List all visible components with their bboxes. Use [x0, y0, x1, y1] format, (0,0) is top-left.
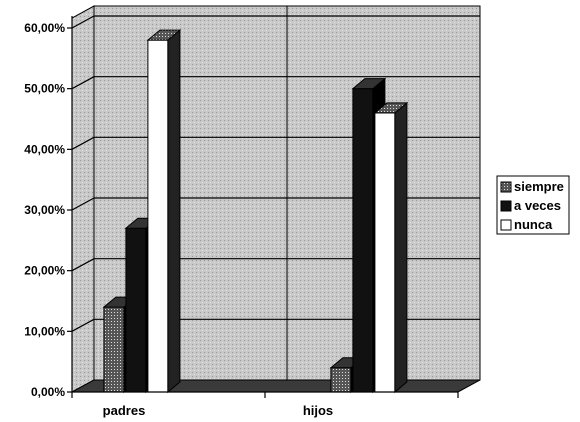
- x-tick-label: padres: [103, 403, 146, 418]
- bar-front: [104, 307, 124, 392]
- bar-side: [168, 30, 180, 392]
- y-tick-label: 0,00%: [31, 385, 65, 399]
- legend: siempre a veces nunca: [497, 176, 569, 234]
- y-tick-label: 50,00%: [24, 82, 65, 96]
- y-tick-label: 20,00%: [24, 264, 65, 278]
- legend-label-nunca: nunca: [514, 217, 553, 232]
- bar-nunca-padres: [148, 30, 180, 392]
- x-tick-label: hijos: [303, 403, 333, 418]
- y-tick-label: 60,00%: [24, 21, 65, 35]
- legend-label-siempre: siempre: [514, 179, 564, 194]
- side-wall: [72, 6, 94, 392]
- legend-swatch-siempre: [501, 182, 511, 192]
- y-axis: 0,00% 10,00% 20,00% 30,00% 40,00% 50,00% 60,00…: [24, 16, 72, 399]
- legend-label-a-veces: a veces: [514, 198, 561, 213]
- bar-side: [395, 103, 407, 392]
- bar-nunca-hijos: [375, 103, 407, 392]
- y-tick-label: 40,00%: [24, 142, 65, 156]
- bar-front: [375, 113, 395, 392]
- y-tick-label: 30,00%: [24, 203, 65, 217]
- bar-front: [331, 368, 351, 392]
- bar-front: [353, 89, 373, 392]
- x-axis: padres hijos: [72, 392, 458, 418]
- bar-front: [148, 40, 168, 392]
- legend-swatch-nunca: [501, 220, 511, 230]
- y-tick-label: 10,00%: [24, 324, 65, 338]
- legend-swatch-a-veces: [501, 201, 511, 211]
- bar-front: [126, 228, 146, 392]
